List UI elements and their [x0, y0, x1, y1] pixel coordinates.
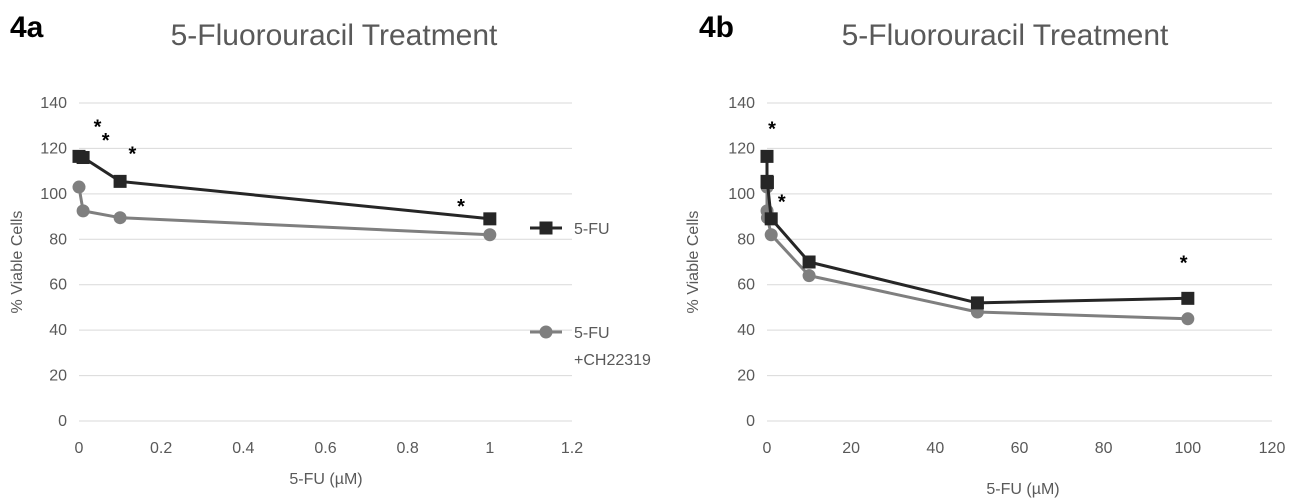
x-tick-label: 60 [1011, 440, 1029, 457]
data-point-square [113, 174, 127, 188]
data-point-square [764, 212, 778, 226]
x-tick-label: 0 [75, 440, 84, 457]
y-tick-label: 140 [40, 95, 67, 112]
significance-star: * [778, 191, 786, 213]
panel-label: 4b [699, 11, 734, 44]
x-tick-label: 1.2 [561, 440, 583, 457]
x-tick-label: 0 [763, 440, 772, 457]
y-tick-label: 40 [49, 322, 67, 339]
data-point-square [483, 212, 497, 226]
x-tick-label: 0.6 [314, 440, 336, 457]
y-tick-label: 80 [737, 231, 755, 248]
panel-label: 4a [10, 11, 44, 44]
x-tick-label: 120 [1259, 440, 1286, 457]
legend-label-line: 5-FU [574, 325, 610, 342]
chart-panel-4b: 4b 5-Fluorouracil Treatment 0 20 40 60 80 100 12… [685, 11, 1285, 498]
x-tick-label: 0.4 [232, 440, 254, 457]
y-tick-label: 120 [728, 140, 755, 157]
x-tick-label: 0.2 [150, 440, 172, 457]
data-point-circle [802, 269, 816, 283]
significance-star: * [129, 144, 137, 166]
x-tick-label: 100 [1174, 440, 1201, 457]
x-tick-label: 40 [926, 440, 944, 457]
y-tick-label: 100 [40, 186, 67, 203]
y-tick-label: 60 [49, 277, 67, 294]
y-axis-label: % Viable Cells [9, 211, 26, 314]
data-point-circle [76, 204, 90, 218]
data-point-square [802, 255, 816, 269]
x-tick-label: 0.8 [397, 440, 419, 457]
y-tick-label: 120 [40, 140, 67, 157]
data-point-circle [764, 228, 778, 242]
significance-star: * [102, 130, 110, 152]
y-tick-label: 100 [728, 186, 755, 203]
data-point-square [76, 151, 90, 165]
data-point-square [760, 149, 774, 163]
series-line [78, 154, 490, 221]
y-tick-label: 0 [746, 413, 755, 430]
data-point-square [970, 296, 984, 310]
y-tick-label: 60 [737, 277, 755, 294]
significance-star: * [768, 119, 776, 141]
legend-marker-circle [539, 325, 553, 339]
y-tick-label: 80 [49, 231, 67, 248]
legend-label-line: +CH22319 [574, 352, 651, 369]
chart-panel-4a: 4a 5-Fluorouracil Treatment 0 20 40 60 80 100 12… [9, 11, 651, 488]
legend-marker-square [539, 221, 553, 235]
y-axis-label: % Viable Cells [685, 211, 702, 314]
data-point-circle [1181, 312, 1195, 326]
x-tick-label: 80 [1095, 440, 1113, 457]
series-line [77, 186, 490, 237]
y-tick-label: 140 [728, 95, 755, 112]
data-point-circle [113, 211, 127, 225]
chart-title: 5-Fluorouracil Treatment [171, 19, 498, 52]
data-point-circle [483, 228, 497, 242]
significance-star: * [457, 196, 465, 218]
data-point-square [1181, 291, 1195, 305]
x-axis-label: 5-FU (µM) [986, 481, 1059, 498]
legend-label: 5-FU [574, 221, 610, 238]
chart-title: 5-Fluorouracil Treatment [842, 19, 1169, 52]
y-tick-label: 0 [58, 413, 67, 430]
data-point-circle [72, 180, 86, 194]
significance-star: * [94, 116, 102, 138]
legend-label: 5-FU +CH22319 [574, 325, 651, 369]
y-tick-label: 20 [49, 368, 67, 385]
data-point-square [760, 176, 774, 189]
x-tick-label: 20 [842, 440, 860, 457]
y-tick-label: 20 [737, 368, 755, 385]
y-tick-label: 40 [737, 322, 755, 339]
x-axis-label: 5-FU (µM) [289, 471, 362, 488]
x-tick-label: 1 [485, 440, 494, 457]
significance-star: * [1180, 253, 1188, 275]
